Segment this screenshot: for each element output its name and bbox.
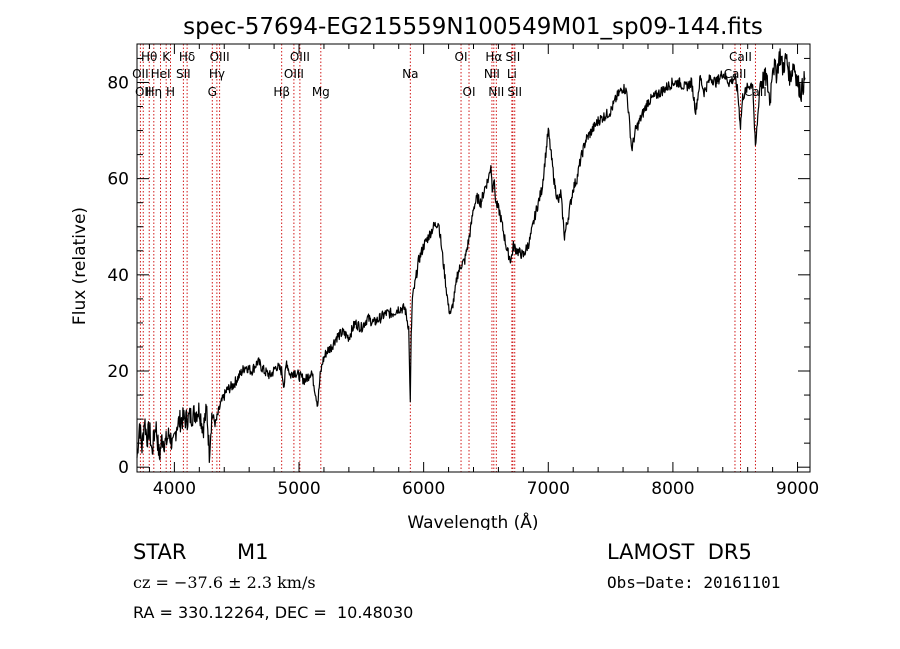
y-tick-label: 60 (107, 170, 129, 190)
spectral-line-labels: OIIOIIHθHηHeIKHSIIHδGHγOIIIHβOIIIOIIIMgN… (132, 50, 767, 99)
axes: 4000 5000 6000 7000 8000 9000 0 20 40 60 80 (107, 44, 819, 499)
marker-label-12: Hβ (273, 85, 290, 99)
x-tick-label: 9000 (776, 479, 819, 499)
marker-label-5: K (162, 50, 171, 64)
plot-frame (136, 43, 811, 473)
marker-label-1: OII (135, 85, 152, 99)
sky-coordinates: RA = 330.12264, DEC = 10.48030 (133, 603, 414, 622)
object-subclass: M1 (237, 540, 269, 564)
marker-label-2: Hθ (141, 50, 157, 64)
marker-label-0: OII (132, 67, 149, 81)
x-axis-label: Wavelength (Å) (407, 511, 538, 530)
y-tick-label: 40 (107, 266, 129, 286)
marker-label-14: OIII (290, 50, 310, 64)
y-tick-label: 20 (107, 362, 129, 382)
marker-label-19: NII (484, 67, 500, 81)
x-tick-label: 5000 (277, 479, 320, 499)
marker-label-7: SII (176, 67, 191, 81)
x-tick-label: 8000 (651, 479, 694, 499)
marker-label-4: HeI (151, 67, 171, 81)
x-tick-label: 4000 (153, 479, 196, 499)
spectrum-line (136, 48, 806, 463)
marker-label-26: CaII (729, 50, 752, 64)
marker-label-3: Hη (146, 85, 163, 99)
marker-label-11: OIII (210, 50, 230, 64)
marker-label-18: OI (463, 85, 476, 99)
marker-label-10: Hγ (209, 67, 225, 81)
marker-label-13: OIII (284, 67, 304, 81)
marker-label-15: Mg (312, 85, 330, 99)
observation-date: Obs−Date: 20161101 (607, 573, 781, 592)
redshift-velocity: cz = −37.6 ± 2.3 km/s (133, 573, 316, 592)
y-tick-label: 80 (107, 73, 129, 93)
spectral-line-markers (139, 44, 756, 472)
marker-label-20: Hα (485, 50, 502, 64)
spectrum-chart: OIIOIIHθHηHeIKHSIIHδGHγOIIIHβOIIIOIIIMgN… (70, 14, 819, 530)
marker-label-9: G (208, 85, 217, 99)
y-tick-label: 0 (118, 458, 129, 478)
y-axis-label: Flux (relative) (70, 207, 90, 325)
marker-label-22: Li (507, 67, 517, 81)
marker-label-16: Na (402, 67, 418, 81)
x-tick-label: 6000 (402, 479, 445, 499)
marker-label-17: OI (455, 50, 468, 64)
marker-label-24: SII (507, 85, 522, 99)
marker-label-21: NII (488, 85, 504, 99)
marker-label-6: H (166, 85, 175, 99)
marker-label-8: Hδ (179, 50, 195, 64)
chart-title: spec-57694-EG215559N100549M01_sp09-144.f… (183, 14, 763, 40)
x-tick-label: 7000 (527, 479, 570, 499)
survey-release: LAMOST DR5 (607, 540, 752, 564)
marker-label-23: SII (506, 50, 521, 64)
object-class: STAR (133, 540, 187, 564)
